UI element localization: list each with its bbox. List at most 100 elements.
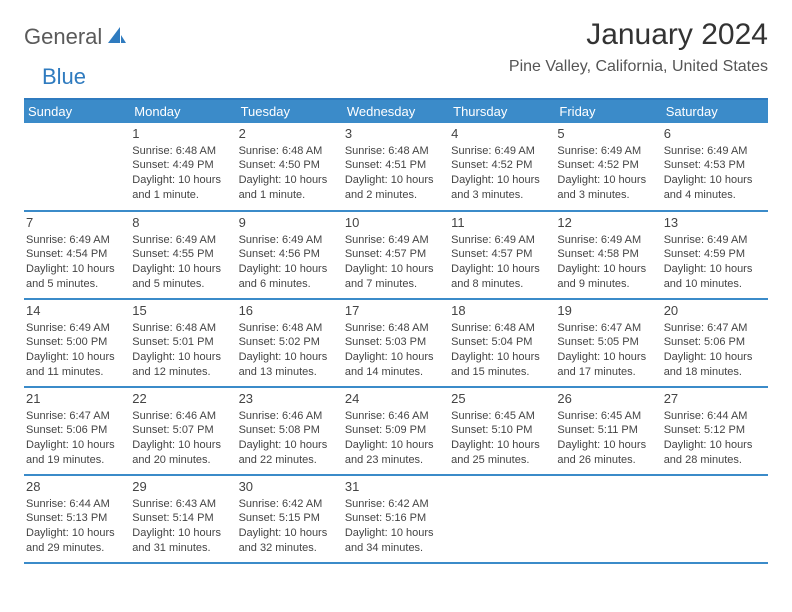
day-detail: Sunrise: 6:44 AM Sunset: 5:12 PM Dayligh… bbox=[664, 409, 764, 468]
day-number: 18 bbox=[451, 302, 551, 321]
day-cell: 2Sunrise: 6:48 AM Sunset: 4:50 PM Daylig… bbox=[237, 123, 343, 211]
day-cell: 5Sunrise: 6:49 AM Sunset: 4:52 PM Daylig… bbox=[555, 123, 661, 211]
day-number: 7 bbox=[26, 214, 126, 233]
day-detail: Sunrise: 6:47 AM Sunset: 5:06 PM Dayligh… bbox=[664, 321, 764, 380]
day-cell: 19Sunrise: 6:47 AM Sunset: 5:05 PM Dayli… bbox=[555, 299, 661, 387]
day-header-friday: Friday bbox=[555, 99, 661, 123]
day-cell: 1Sunrise: 6:48 AM Sunset: 4:49 PM Daylig… bbox=[130, 123, 236, 211]
logo-text-blue: Blue bbox=[42, 64, 86, 90]
day-detail: Sunrise: 6:49 AM Sunset: 4:52 PM Dayligh… bbox=[557, 144, 657, 203]
day-cell: 29Sunrise: 6:43 AM Sunset: 5:14 PM Dayli… bbox=[130, 475, 236, 563]
day-cell: 6Sunrise: 6:49 AM Sunset: 4:53 PM Daylig… bbox=[662, 123, 768, 211]
day-cell: 28Sunrise: 6:44 AM Sunset: 5:13 PM Dayli… bbox=[24, 475, 130, 563]
day-cell bbox=[24, 123, 130, 211]
title-block: January 2024 Pine Valley, California, Un… bbox=[509, 18, 768, 76]
day-number: 11 bbox=[451, 214, 551, 233]
day-number: 1 bbox=[132, 125, 232, 144]
day-cell: 31Sunrise: 6:42 AM Sunset: 5:16 PM Dayli… bbox=[343, 475, 449, 563]
day-detail: Sunrise: 6:49 AM Sunset: 4:59 PM Dayligh… bbox=[664, 233, 764, 292]
day-detail: Sunrise: 6:49 AM Sunset: 4:56 PM Dayligh… bbox=[239, 233, 339, 292]
day-detail: Sunrise: 6:48 AM Sunset: 5:03 PM Dayligh… bbox=[345, 321, 445, 380]
day-header-wednesday: Wednesday bbox=[343, 99, 449, 123]
day-number: 5 bbox=[557, 125, 657, 144]
day-number: 27 bbox=[664, 390, 764, 409]
day-number: 30 bbox=[239, 478, 339, 497]
day-number: 17 bbox=[345, 302, 445, 321]
day-detail: Sunrise: 6:48 AM Sunset: 5:01 PM Dayligh… bbox=[132, 321, 232, 380]
day-number: 16 bbox=[239, 302, 339, 321]
day-detail: Sunrise: 6:46 AM Sunset: 5:07 PM Dayligh… bbox=[132, 409, 232, 468]
week-row: 21Sunrise: 6:47 AM Sunset: 5:06 PM Dayli… bbox=[24, 387, 768, 475]
logo-sail-icon bbox=[106, 25, 128, 50]
day-cell: 30Sunrise: 6:42 AM Sunset: 5:15 PM Dayli… bbox=[237, 475, 343, 563]
day-cell: 23Sunrise: 6:46 AM Sunset: 5:08 PM Dayli… bbox=[237, 387, 343, 475]
day-detail: Sunrise: 6:48 AM Sunset: 5:04 PM Dayligh… bbox=[451, 321, 551, 380]
day-detail: Sunrise: 6:49 AM Sunset: 4:54 PM Dayligh… bbox=[26, 233, 126, 292]
day-number: 31 bbox=[345, 478, 445, 497]
day-cell: 26Sunrise: 6:45 AM Sunset: 5:11 PM Dayli… bbox=[555, 387, 661, 475]
day-detail: Sunrise: 6:47 AM Sunset: 5:06 PM Dayligh… bbox=[26, 409, 126, 468]
day-detail: Sunrise: 6:49 AM Sunset: 4:57 PM Dayligh… bbox=[451, 233, 551, 292]
day-detail: Sunrise: 6:49 AM Sunset: 4:53 PM Dayligh… bbox=[664, 144, 764, 203]
day-number: 23 bbox=[239, 390, 339, 409]
day-detail: Sunrise: 6:49 AM Sunset: 4:57 PM Dayligh… bbox=[345, 233, 445, 292]
day-cell bbox=[449, 475, 555, 563]
day-number: 12 bbox=[557, 214, 657, 233]
day-number: 6 bbox=[664, 125, 764, 144]
day-cell: 25Sunrise: 6:45 AM Sunset: 5:10 PM Dayli… bbox=[449, 387, 555, 475]
day-header-thursday: Thursday bbox=[449, 99, 555, 123]
day-cell bbox=[662, 475, 768, 563]
day-cell: 7Sunrise: 6:49 AM Sunset: 4:54 PM Daylig… bbox=[24, 211, 130, 299]
day-header-sunday: Sunday bbox=[24, 99, 130, 123]
day-detail: Sunrise: 6:43 AM Sunset: 5:14 PM Dayligh… bbox=[132, 497, 232, 556]
day-detail: Sunrise: 6:42 AM Sunset: 5:15 PM Dayligh… bbox=[239, 497, 339, 556]
day-number: 8 bbox=[132, 214, 232, 233]
day-detail: Sunrise: 6:47 AM Sunset: 5:05 PM Dayligh… bbox=[557, 321, 657, 380]
day-cell: 18Sunrise: 6:48 AM Sunset: 5:04 PM Dayli… bbox=[449, 299, 555, 387]
day-detail: Sunrise: 6:49 AM Sunset: 4:52 PM Dayligh… bbox=[451, 144, 551, 203]
week-row: 1Sunrise: 6:48 AM Sunset: 4:49 PM Daylig… bbox=[24, 123, 768, 211]
week-row: 14Sunrise: 6:49 AM Sunset: 5:00 PM Dayli… bbox=[24, 299, 768, 387]
day-detail: Sunrise: 6:48 AM Sunset: 5:02 PM Dayligh… bbox=[239, 321, 339, 380]
day-header-row: SundayMondayTuesdayWednesdayThursdayFrid… bbox=[24, 99, 768, 123]
location: Pine Valley, California, United States bbox=[509, 58, 768, 76]
day-detail: Sunrise: 6:49 AM Sunset: 4:58 PM Dayligh… bbox=[557, 233, 657, 292]
day-cell: 10Sunrise: 6:49 AM Sunset: 4:57 PM Dayli… bbox=[343, 211, 449, 299]
logo-text-general: General bbox=[24, 24, 102, 50]
day-detail: Sunrise: 6:49 AM Sunset: 4:55 PM Dayligh… bbox=[132, 233, 232, 292]
logo: General bbox=[24, 24, 130, 50]
day-detail: Sunrise: 6:48 AM Sunset: 4:50 PM Dayligh… bbox=[239, 144, 339, 203]
day-cell: 8Sunrise: 6:49 AM Sunset: 4:55 PM Daylig… bbox=[130, 211, 236, 299]
month-title: January 2024 bbox=[509, 18, 768, 52]
day-number: 28 bbox=[26, 478, 126, 497]
day-detail: Sunrise: 6:45 AM Sunset: 5:11 PM Dayligh… bbox=[557, 409, 657, 468]
day-detail: Sunrise: 6:49 AM Sunset: 5:00 PM Dayligh… bbox=[26, 321, 126, 380]
day-cell: 17Sunrise: 6:48 AM Sunset: 5:03 PM Dayli… bbox=[343, 299, 449, 387]
day-cell: 22Sunrise: 6:46 AM Sunset: 5:07 PM Dayli… bbox=[130, 387, 236, 475]
week-row: 28Sunrise: 6:44 AM Sunset: 5:13 PM Dayli… bbox=[24, 475, 768, 563]
day-number: 21 bbox=[26, 390, 126, 409]
day-cell: 24Sunrise: 6:46 AM Sunset: 5:09 PM Dayli… bbox=[343, 387, 449, 475]
day-cell: 4Sunrise: 6:49 AM Sunset: 4:52 PM Daylig… bbox=[449, 123, 555, 211]
day-header-monday: Monday bbox=[130, 99, 236, 123]
day-cell: 21Sunrise: 6:47 AM Sunset: 5:06 PM Dayli… bbox=[24, 387, 130, 475]
day-detail: Sunrise: 6:42 AM Sunset: 5:16 PM Dayligh… bbox=[345, 497, 445, 556]
day-number: 10 bbox=[345, 214, 445, 233]
day-cell: 9Sunrise: 6:49 AM Sunset: 4:56 PM Daylig… bbox=[237, 211, 343, 299]
day-number: 24 bbox=[345, 390, 445, 409]
day-header-tuesday: Tuesday bbox=[237, 99, 343, 123]
calendar: SundayMondayTuesdayWednesdayThursdayFrid… bbox=[24, 98, 768, 564]
day-number: 4 bbox=[451, 125, 551, 144]
day-number: 9 bbox=[239, 214, 339, 233]
day-number: 29 bbox=[132, 478, 232, 497]
day-detail: Sunrise: 6:45 AM Sunset: 5:10 PM Dayligh… bbox=[451, 409, 551, 468]
week-row: 7Sunrise: 6:49 AM Sunset: 4:54 PM Daylig… bbox=[24, 211, 768, 299]
day-cell: 11Sunrise: 6:49 AM Sunset: 4:57 PM Dayli… bbox=[449, 211, 555, 299]
day-number: 26 bbox=[557, 390, 657, 409]
day-number: 2 bbox=[239, 125, 339, 144]
day-cell: 14Sunrise: 6:49 AM Sunset: 5:00 PM Dayli… bbox=[24, 299, 130, 387]
day-cell: 16Sunrise: 6:48 AM Sunset: 5:02 PM Dayli… bbox=[237, 299, 343, 387]
day-cell: 15Sunrise: 6:48 AM Sunset: 5:01 PM Dayli… bbox=[130, 299, 236, 387]
day-number: 3 bbox=[345, 125, 445, 144]
day-number: 22 bbox=[132, 390, 232, 409]
